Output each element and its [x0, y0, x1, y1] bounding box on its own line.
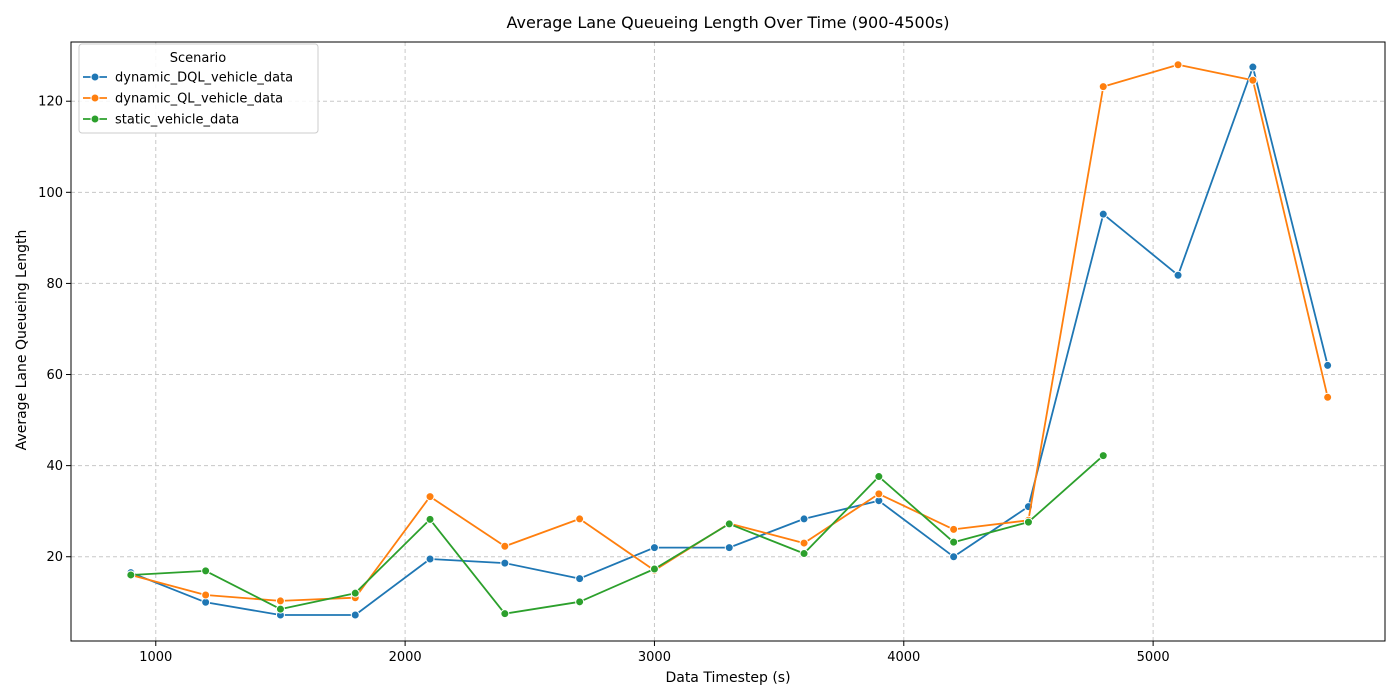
- data-point: [425, 554, 435, 564]
- series-line: [130, 454, 1104, 615]
- y-tick-label: 80: [46, 277, 63, 292]
- data-point: [874, 489, 884, 499]
- data-point: [724, 543, 734, 553]
- data-point: [1098, 82, 1108, 92]
- chart-title: Average Lane Queueing Length Over Time (…: [507, 13, 950, 32]
- data-point: [799, 549, 809, 559]
- data-point: [575, 514, 585, 524]
- data-point: [1098, 209, 1108, 219]
- x-tick-label: 5000: [1137, 650, 1170, 665]
- x-tick-label: 1000: [139, 650, 172, 665]
- data-point: [275, 596, 285, 606]
- data-point: [1248, 75, 1258, 85]
- y-tick-label: 40: [46, 459, 63, 474]
- data-point: [1248, 62, 1258, 72]
- data-point: [425, 492, 435, 502]
- legend: Scenario dynamic_DQL_vehicle_datadynamic…: [78, 43, 319, 134]
- data-point: [350, 610, 360, 620]
- data-point: [1173, 60, 1183, 70]
- legend-label: static_vehicle_data: [115, 113, 239, 128]
- data-point: [575, 597, 585, 607]
- data-point: [1023, 517, 1033, 527]
- data-point: [425, 514, 435, 524]
- legend-entry: dynamic_QL_vehicle_data: [83, 92, 283, 107]
- data-point: [575, 574, 585, 584]
- legend-label: dynamic_QL_vehicle_data: [115, 92, 283, 107]
- y-tick-label: 100: [38, 186, 63, 201]
- series-line: [130, 66, 1329, 616]
- data-point: [350, 588, 360, 598]
- data-point: [724, 519, 734, 529]
- series-static_vehicle_data: [126, 451, 1108, 619]
- data-point: [500, 558, 510, 568]
- legend-entry: dynamic_DQL_vehicle_data: [83, 71, 293, 86]
- x-tick-label: 4000: [887, 650, 920, 665]
- data-point: [275, 604, 285, 614]
- data-point: [500, 609, 510, 619]
- data-point: [649, 543, 659, 553]
- x-axis-label: Data Timestep (s): [665, 670, 790, 686]
- legend-marker: [90, 72, 100, 82]
- data-point: [874, 472, 884, 482]
- data-point: [799, 538, 809, 548]
- data-point: [1323, 392, 1333, 402]
- data-point: [126, 570, 136, 580]
- y-tick-label: 60: [46, 368, 63, 383]
- y-tick-label: 20: [46, 550, 63, 565]
- data-point: [949, 524, 959, 534]
- series-dynamic_DQL_vehicle_data: [126, 62, 1333, 620]
- data-point: [649, 564, 659, 574]
- data-point: [1173, 270, 1183, 280]
- legend-entry: static_vehicle_data: [83, 113, 239, 128]
- legend-marker: [90, 93, 100, 103]
- legend-marker: [90, 114, 100, 124]
- data-point: [201, 566, 211, 576]
- data-point: [949, 552, 959, 562]
- axes: 1000 2000 3000 4000 5000 20 40 60 80 100 120: [38, 41, 1386, 665]
- x-tick-label: 2000: [389, 650, 422, 665]
- y-axis-label: Average Lane Queueing Length: [14, 230, 30, 451]
- legend-title: Scenario: [170, 51, 227, 66]
- y-tick-label: 120: [38, 95, 63, 110]
- grid: [71, 42, 1385, 641]
- plot-frame: [70, 41, 1386, 642]
- data-point: [949, 537, 959, 547]
- legend-label: dynamic_DQL_vehicle_data: [115, 71, 293, 86]
- data-point: [500, 541, 510, 551]
- data-point: [799, 514, 809, 524]
- data-point: [1098, 451, 1108, 461]
- series-layer: [126, 60, 1333, 620]
- data-point: [201, 590, 211, 600]
- legend-entries: dynamic_DQL_vehicle_data dynamic_QL_vehic…: [83, 71, 293, 128]
- legend-box: [78, 43, 319, 134]
- data-point: [1323, 360, 1333, 370]
- x-tick-label: 3000: [638, 650, 671, 665]
